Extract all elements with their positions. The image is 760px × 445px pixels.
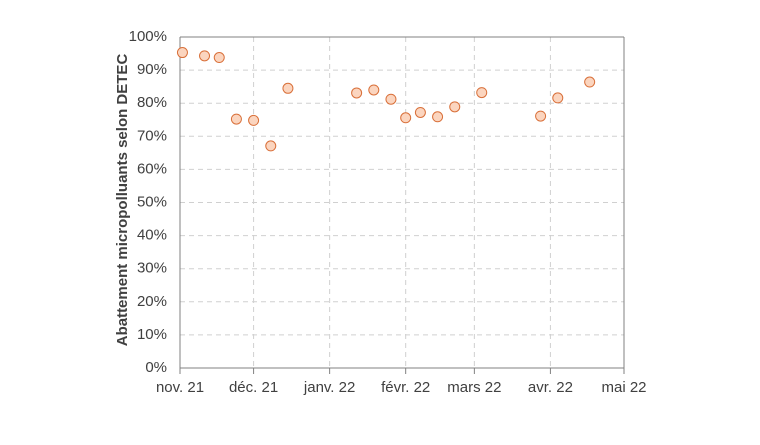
- y-tick-label: 0%: [145, 359, 167, 376]
- y-tick-label: 10%: [137, 326, 167, 343]
- data-point: [449, 101, 461, 113]
- x-tick-label: avr. 22: [528, 379, 573, 396]
- data-point: [552, 92, 564, 104]
- y-tick-label: 20%: [137, 293, 167, 310]
- data-point: [265, 140, 277, 152]
- data-point: [213, 52, 225, 64]
- y-tick-label: 40%: [137, 227, 167, 244]
- data-point: [248, 114, 260, 126]
- y-tick-label: 90%: [137, 61, 167, 78]
- data-point: [199, 50, 211, 62]
- data-point: [414, 106, 426, 118]
- axes-layer: [179, 36, 625, 374]
- y-axis-title: Abattement micropolluants selon DETEC: [114, 54, 131, 347]
- x-tick-label: févr. 22: [381, 379, 430, 396]
- y-tick-label: 70%: [137, 127, 167, 144]
- y-tick-label: 100%: [129, 28, 167, 45]
- x-tick-label: déc. 21: [229, 379, 278, 396]
- data-point: [282, 82, 294, 94]
- grid-layer: [180, 36, 624, 368]
- data-point: [385, 93, 397, 105]
- x-tick-labels: nov. 21 déc. 21 janv. 22 févr. 22 mars 22 avr…: [156, 379, 647, 396]
- x-tick-label: nov. 21: [156, 379, 204, 396]
- y-tick-label: 30%: [137, 260, 167, 277]
- data-point: [368, 84, 380, 96]
- y-tick-label: 50%: [137, 193, 167, 210]
- data-point: [230, 113, 242, 125]
- y-tick-labels: 0% 10% 20% 30% 40% 50% 60% 70% 80% 90% 100%: [129, 28, 167, 376]
- data-point: [351, 87, 363, 99]
- data-point: [584, 76, 596, 88]
- data-point: [432, 111, 444, 123]
- data-points: [176, 47, 596, 152]
- y-tick-label: 60%: [137, 160, 167, 177]
- data-point: [400, 112, 412, 124]
- x-tick-label: mars 22: [447, 379, 501, 396]
- data-point: [476, 87, 488, 99]
- data-point: [535, 110, 547, 122]
- x-tick-label: mai 22: [601, 379, 646, 396]
- y-tick-label: 80%: [137, 94, 167, 111]
- x-tick-label: janv. 22: [303, 379, 355, 396]
- data-point: [176, 47, 188, 59]
